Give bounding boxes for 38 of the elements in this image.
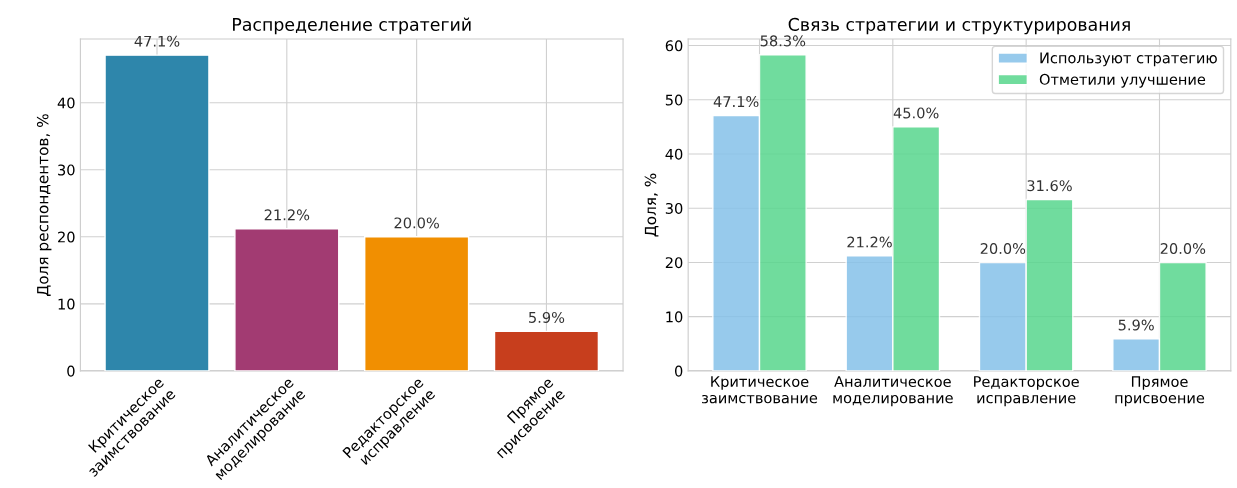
chart-title: Связь стратегии и структурирования <box>788 17 1130 35</box>
legend-label: Используют стратегию <box>1040 52 1217 67</box>
bar <box>234 228 340 371</box>
y-tick-label: 30 <box>665 202 683 214</box>
bar <box>364 236 470 371</box>
data-label: 31.6% <box>1027 180 1072 192</box>
data-label: 21.2% <box>264 209 310 221</box>
data-label: 45.0% <box>893 107 939 119</box>
x-tick-label: Критическое заимствование <box>702 376 818 404</box>
x-tick-label: Прямое присвоение <box>1115 376 1205 407</box>
data-label: 47.1% <box>713 96 759 108</box>
data-label: 21.2% <box>847 236 892 248</box>
y-tick-label: 0 <box>67 365 75 377</box>
y-tick-label: 40 <box>665 148 683 160</box>
y-tick-label: 50 <box>665 94 683 106</box>
y-axis-title: Доля респондентов, % <box>36 114 52 296</box>
chart-title: Распределение стратегий <box>233 17 471 35</box>
y-tick-label: 10 <box>58 298 75 310</box>
y-tick-label: 10 <box>666 311 683 323</box>
data-label: 47.1% <box>134 35 180 47</box>
x-tick-label: Аналитическое моделирование <box>833 376 953 407</box>
y-tick-label: 20 <box>58 231 75 243</box>
y-axis-title: Доля, % <box>644 173 659 237</box>
data-label: 5.9% <box>529 311 565 323</box>
legend-label: Отметили улучшение <box>1039 73 1206 88</box>
y-tick-label: 0 <box>674 365 683 377</box>
data-label: 20.0% <box>394 217 439 229</box>
x-tick-label: Редакторское исправление <box>974 376 1079 407</box>
y-tick-label: 20 <box>665 257 683 269</box>
data-label: 20.0% <box>980 243 1026 255</box>
data-label: 5.9% <box>1118 319 1154 331</box>
data-label: 58.3% <box>760 35 806 47</box>
bar <box>493 330 600 371</box>
bar <box>104 54 210 371</box>
data-label: 20.0% <box>1160 243 1206 255</box>
y-tick-label: 40 <box>57 97 75 109</box>
y-tick-label: 60 <box>665 40 683 52</box>
y-tick-label: 30 <box>58 164 75 176</box>
